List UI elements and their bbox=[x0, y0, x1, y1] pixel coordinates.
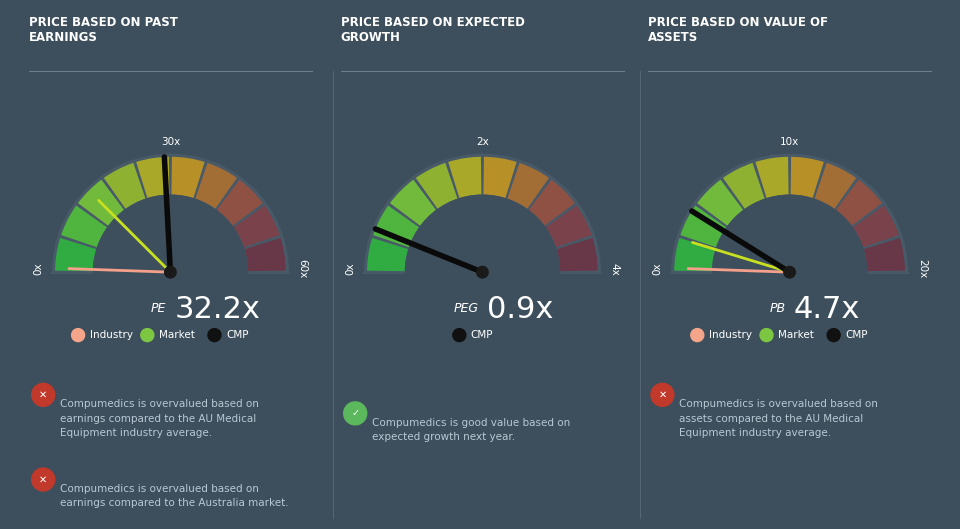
Text: PRICE BASED ON VALUE OF
ASSETS: PRICE BASED ON VALUE OF ASSETS bbox=[648, 16, 828, 44]
Circle shape bbox=[72, 329, 84, 342]
Text: Market: Market bbox=[158, 330, 195, 340]
Text: PB: PB bbox=[769, 303, 785, 315]
Circle shape bbox=[164, 267, 177, 278]
Wedge shape bbox=[245, 238, 286, 271]
Wedge shape bbox=[52, 153, 289, 272]
Polygon shape bbox=[648, 274, 931, 348]
Wedge shape bbox=[363, 272, 602, 392]
Wedge shape bbox=[529, 180, 575, 226]
Circle shape bbox=[141, 329, 154, 342]
Text: Market: Market bbox=[778, 330, 814, 340]
Text: Compumedics is good value based on
expected growth next year.: Compumedics is good value based on expec… bbox=[372, 418, 570, 442]
Text: 32.2x: 32.2x bbox=[175, 295, 260, 324]
Wedge shape bbox=[217, 180, 263, 226]
Wedge shape bbox=[484, 157, 516, 198]
Wedge shape bbox=[373, 206, 419, 247]
Wedge shape bbox=[674, 238, 715, 271]
Wedge shape bbox=[681, 206, 726, 247]
Wedge shape bbox=[791, 157, 824, 198]
Circle shape bbox=[208, 329, 221, 342]
Circle shape bbox=[828, 329, 840, 342]
Text: ✕: ✕ bbox=[39, 390, 47, 400]
Wedge shape bbox=[712, 195, 867, 272]
Wedge shape bbox=[697, 180, 743, 226]
Text: 0x: 0x bbox=[34, 263, 43, 275]
Wedge shape bbox=[864, 238, 905, 271]
Wedge shape bbox=[364, 153, 601, 272]
Text: CMP: CMP bbox=[226, 330, 249, 340]
Wedge shape bbox=[93, 272, 248, 350]
Wedge shape bbox=[405, 272, 560, 350]
Circle shape bbox=[344, 402, 367, 425]
Wedge shape bbox=[723, 163, 765, 209]
Text: 0x: 0x bbox=[653, 263, 662, 275]
Text: 4x: 4x bbox=[610, 262, 619, 276]
Text: 0.9x: 0.9x bbox=[487, 295, 553, 324]
Wedge shape bbox=[104, 163, 146, 209]
Wedge shape bbox=[756, 157, 788, 198]
Text: PEG: PEG bbox=[453, 303, 478, 315]
Text: Compumedics is overvalued based on
earnings compared to the Australia market.: Compumedics is overvalued based on earni… bbox=[60, 484, 288, 508]
Wedge shape bbox=[448, 157, 481, 198]
Wedge shape bbox=[78, 180, 124, 226]
Wedge shape bbox=[367, 238, 408, 271]
Text: Industry: Industry bbox=[89, 330, 132, 340]
Wedge shape bbox=[557, 238, 598, 271]
Wedge shape bbox=[136, 157, 169, 198]
Wedge shape bbox=[836, 180, 882, 226]
Wedge shape bbox=[55, 238, 96, 271]
Wedge shape bbox=[51, 272, 290, 392]
Text: ✕: ✕ bbox=[659, 390, 666, 400]
Circle shape bbox=[691, 329, 704, 342]
Text: Compumedics is overvalued based on
earnings compared to the AU Medical
Equipment: Compumedics is overvalued based on earni… bbox=[60, 399, 258, 438]
Circle shape bbox=[476, 267, 489, 278]
Text: Industry: Industry bbox=[708, 330, 752, 340]
Circle shape bbox=[453, 329, 466, 342]
Wedge shape bbox=[234, 206, 279, 247]
Wedge shape bbox=[390, 180, 436, 226]
Text: PRICE BASED ON EXPECTED
GROWTH: PRICE BASED ON EXPECTED GROWTH bbox=[341, 16, 525, 44]
Wedge shape bbox=[546, 206, 591, 247]
Text: CMP: CMP bbox=[845, 330, 868, 340]
Wedge shape bbox=[814, 163, 856, 209]
Wedge shape bbox=[195, 163, 237, 209]
Wedge shape bbox=[671, 153, 908, 272]
Wedge shape bbox=[172, 157, 204, 198]
Text: PE: PE bbox=[151, 303, 166, 315]
Text: ✓: ✓ bbox=[351, 408, 359, 418]
Polygon shape bbox=[341, 274, 624, 348]
Text: 2x: 2x bbox=[476, 137, 489, 147]
Text: 0x: 0x bbox=[346, 263, 355, 275]
Circle shape bbox=[32, 384, 55, 406]
Wedge shape bbox=[61, 206, 107, 247]
Text: PRICE BASED ON PAST
EARNINGS: PRICE BASED ON PAST EARNINGS bbox=[29, 16, 178, 44]
Wedge shape bbox=[93, 195, 248, 272]
Wedge shape bbox=[712, 272, 867, 350]
Circle shape bbox=[32, 468, 55, 491]
Text: 30x: 30x bbox=[160, 137, 180, 147]
Wedge shape bbox=[507, 163, 549, 209]
Circle shape bbox=[651, 384, 674, 406]
Circle shape bbox=[783, 267, 796, 278]
Text: 10x: 10x bbox=[780, 137, 800, 147]
Text: 20x: 20x bbox=[917, 259, 926, 279]
Circle shape bbox=[760, 329, 773, 342]
Text: ✕: ✕ bbox=[39, 475, 47, 485]
Text: 60x: 60x bbox=[298, 259, 307, 279]
Wedge shape bbox=[416, 163, 458, 209]
Text: 4.7x: 4.7x bbox=[794, 295, 860, 324]
Polygon shape bbox=[29, 274, 312, 348]
Wedge shape bbox=[405, 195, 560, 272]
Text: CMP: CMP bbox=[470, 330, 493, 340]
Wedge shape bbox=[670, 272, 909, 392]
Text: Compumedics is overvalued based on
assets compared to the AU Medical
Equipment i: Compumedics is overvalued based on asset… bbox=[679, 399, 877, 438]
Wedge shape bbox=[853, 206, 899, 247]
